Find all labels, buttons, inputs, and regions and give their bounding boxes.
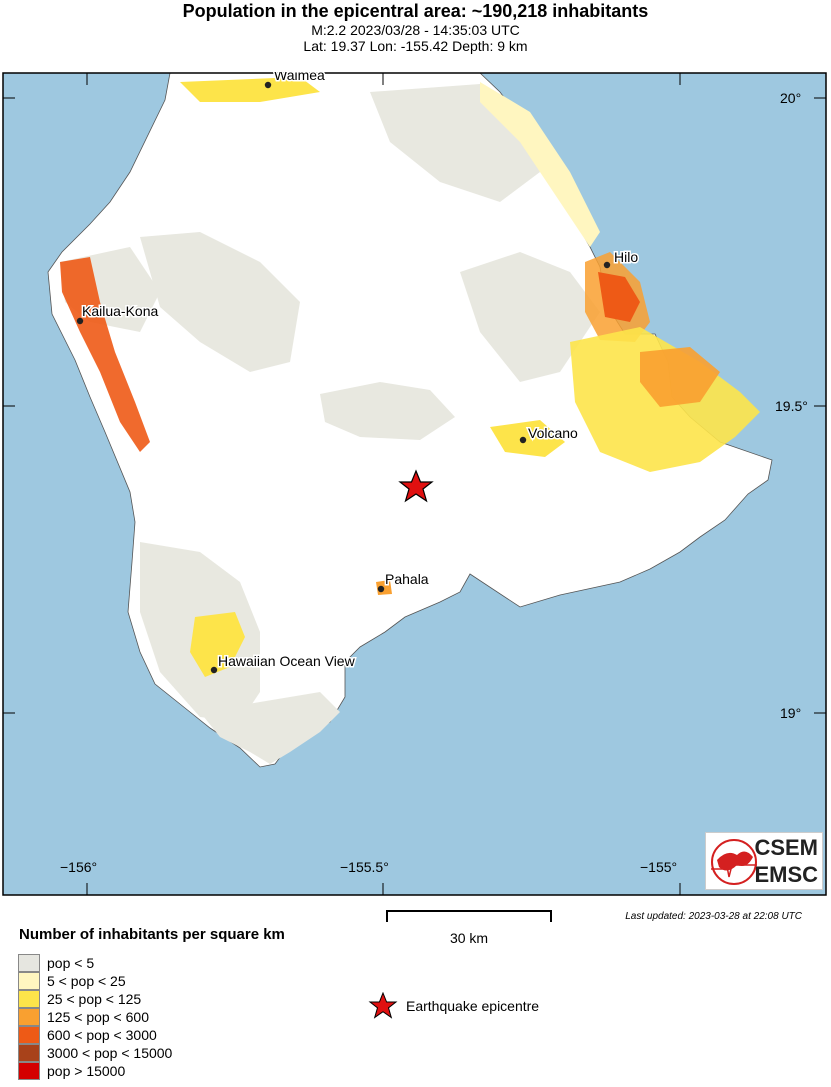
legend-item: 125 < pop < 600 xyxy=(18,1008,172,1026)
low-pop-area xyxy=(320,382,455,440)
legend-item: 5 < pop < 25 xyxy=(18,972,172,990)
legend-label: 125 < pop < 600 xyxy=(47,1009,149,1025)
city-marker[interactable]: Hawaiian Ocean View xyxy=(210,652,357,674)
legend-label: 600 < pop < 3000 xyxy=(47,1027,157,1043)
populated-area-waimea xyxy=(180,77,320,102)
legend-title: Number of inhabitants per square km xyxy=(19,926,285,943)
legend-label: 3000 < pop < 15000 xyxy=(47,1045,173,1061)
city-label: Kailua-Kona xyxy=(82,303,158,319)
lat-tick-label: 19° xyxy=(780,705,801,721)
populated-area-volcano xyxy=(490,420,565,457)
city-marker[interactable]: Volcano xyxy=(519,424,580,444)
low-pop-area xyxy=(140,232,300,372)
city-marker[interactable]: Pahala xyxy=(377,570,430,593)
map-frame xyxy=(2,72,827,896)
low-pop-area xyxy=(460,252,600,382)
legend-label: 25 < pop < 125 xyxy=(47,991,142,1007)
legend-item: 3000 < pop < 15000 xyxy=(18,1044,172,1062)
epicentre-legend-label: Earthquake epicentre xyxy=(406,998,540,1014)
legend-item: 600 < pop < 3000 xyxy=(18,1026,172,1044)
populated-area-north-coast xyxy=(480,82,600,247)
city-marker[interactable]: Waimea xyxy=(264,72,327,89)
legend-swatch xyxy=(18,972,40,990)
map-header: Population in the epicentral area: ~190,… xyxy=(0,0,831,54)
logo-text-csem: CSEM xyxy=(754,835,818,860)
magnitude-time-line: M:2.2 2023/03/28 - 14:35:03 UTC xyxy=(311,22,520,38)
legend-swatch xyxy=(18,1026,40,1044)
scale-bar xyxy=(386,910,552,922)
epicentre-legend: Earthquake epicentre xyxy=(368,992,539,1020)
emsc-logo: CSEM EMSC xyxy=(705,832,823,890)
city-marker[interactable]: Hilo xyxy=(603,248,640,269)
last-updated: Last updated: 2023-03-28 at 22:08 UTC xyxy=(625,911,802,922)
populated-area-hilo-core xyxy=(598,272,640,322)
populated-area-ocean-view xyxy=(190,612,245,677)
population-map[interactable]: 20° 19.5° 19° −156° −155.5° −155° Waimea… xyxy=(0,72,831,898)
legend-label: pop > 15000 xyxy=(47,1063,126,1079)
low-pop-area xyxy=(200,692,340,764)
lon-tick-label: −155.5° xyxy=(340,859,389,875)
city-label: Hilo xyxy=(614,249,638,265)
legend-swatch xyxy=(18,1062,40,1080)
legend-swatch xyxy=(18,1044,40,1062)
populated-area-puna-core xyxy=(640,347,720,407)
star-icon xyxy=(368,992,398,1019)
lon-tick-label: −155° xyxy=(640,859,677,875)
city-label: Hawaiian Ocean View xyxy=(218,653,356,669)
epicenter-star[interactable] xyxy=(398,469,434,503)
legend-swatch xyxy=(18,954,40,972)
latitude-ticks xyxy=(3,73,826,895)
lon-tick-label: −156° xyxy=(60,859,97,875)
location-depth-line: Lat: 19.37 Lon: -155.42 Depth: 9 km xyxy=(303,38,528,54)
city-label: Pahala xyxy=(385,571,429,587)
legend-label: pop < 5 xyxy=(47,955,95,971)
city-marker[interactable]: Kailua-Kona xyxy=(76,302,160,325)
city-label: Waimea xyxy=(274,72,325,83)
legend-swatch xyxy=(18,1008,40,1026)
legend-item: pop < 5 xyxy=(18,954,172,972)
legend-swatch xyxy=(18,990,40,1008)
map-title: Population in the epicentral area: ~190,… xyxy=(182,1,649,21)
legend-item: pop > 15000 xyxy=(18,1062,172,1080)
legend-label: 5 < pop < 25 xyxy=(47,973,126,989)
city-label: Volcano xyxy=(528,425,578,441)
logo-text-emsc: EMSC xyxy=(754,862,818,887)
globe-icon xyxy=(711,839,757,885)
populated-area-kona xyxy=(60,257,150,452)
lat-tick-label: 20° xyxy=(780,90,801,106)
scale-bar-label: 30 km xyxy=(449,930,489,946)
legend: pop < 5 5 < pop < 25 25 < pop < 125 125 … xyxy=(18,954,172,1080)
legend-item: 25 < pop < 125 xyxy=(18,990,172,1008)
lat-tick-label: 19.5° xyxy=(775,398,808,414)
